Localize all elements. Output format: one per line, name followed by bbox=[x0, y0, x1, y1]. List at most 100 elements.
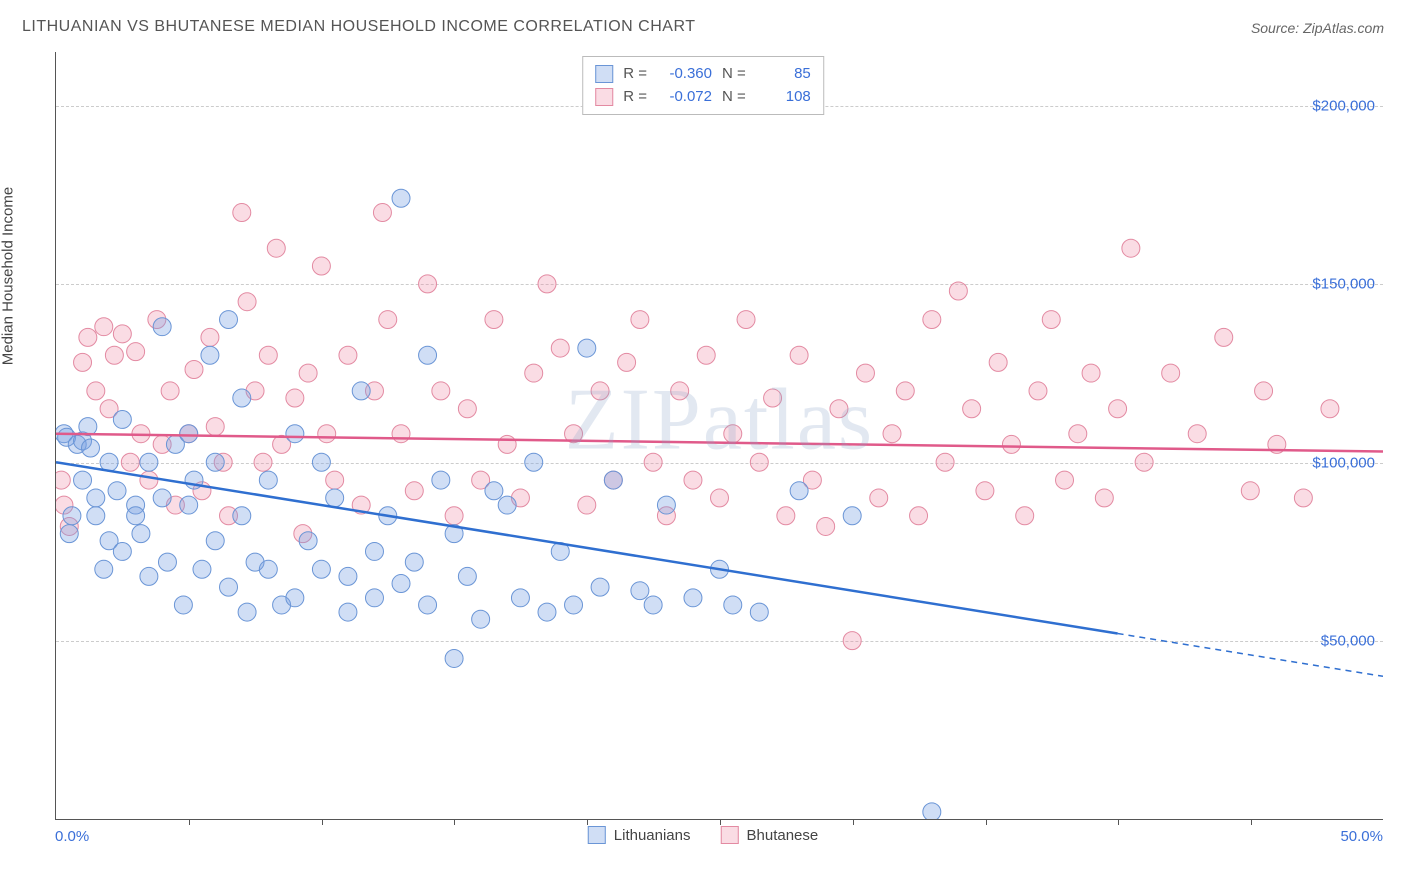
data-point-a bbox=[684, 589, 702, 607]
data-point-b bbox=[631, 311, 649, 329]
x-tick bbox=[189, 819, 190, 825]
data-point-a bbox=[352, 382, 370, 400]
data-point-b bbox=[1016, 507, 1034, 525]
data-point-a bbox=[578, 339, 596, 357]
stats-r-label-b: R = bbox=[623, 86, 647, 109]
data-point-a bbox=[87, 507, 105, 525]
data-point-b bbox=[206, 418, 224, 436]
data-point-b bbox=[949, 282, 967, 300]
y-axis-label: Median Household Income bbox=[0, 187, 17, 365]
data-point-a bbox=[60, 525, 78, 543]
data-point-a bbox=[339, 567, 357, 585]
data-point-a bbox=[158, 553, 176, 571]
data-point-a bbox=[299, 532, 317, 550]
data-point-a bbox=[95, 560, 113, 578]
x-tick bbox=[322, 819, 323, 825]
legend-swatch-a bbox=[588, 826, 606, 844]
data-point-a bbox=[220, 578, 238, 596]
stats-n-label-b: N = bbox=[722, 86, 746, 109]
data-point-a bbox=[63, 507, 81, 525]
data-point-b bbox=[259, 346, 277, 364]
scatter-svg bbox=[56, 52, 1383, 819]
data-point-a bbox=[193, 560, 211, 578]
trend-line-b bbox=[56, 434, 1383, 452]
data-point-a bbox=[604, 471, 622, 489]
data-point-a bbox=[113, 410, 131, 428]
data-point-a bbox=[631, 582, 649, 600]
stats-n-value-a: 85 bbox=[756, 63, 811, 86]
data-point-b bbox=[591, 382, 609, 400]
plot-area: ZIPatlas $50,000$100,000$150,000$200,000 bbox=[55, 52, 1383, 820]
stats-row-b: R = -0.072 N = 108 bbox=[595, 86, 811, 109]
data-point-b bbox=[737, 311, 755, 329]
data-point-b bbox=[1122, 239, 1140, 257]
data-point-a bbox=[233, 507, 251, 525]
data-point-b bbox=[105, 346, 123, 364]
data-point-a bbox=[108, 482, 126, 500]
data-point-a bbox=[843, 507, 861, 525]
data-point-b bbox=[379, 311, 397, 329]
data-point-b bbox=[697, 346, 715, 364]
data-point-a bbox=[140, 567, 158, 585]
data-point-b bbox=[790, 346, 808, 364]
data-point-a bbox=[286, 425, 304, 443]
data-point-b bbox=[485, 311, 503, 329]
data-point-b bbox=[238, 293, 256, 311]
data-point-b bbox=[1095, 489, 1113, 507]
data-point-b bbox=[976, 482, 994, 500]
data-point-a bbox=[565, 596, 583, 614]
trend-line-a-extrapolated bbox=[1118, 633, 1383, 676]
data-point-b bbox=[161, 382, 179, 400]
stats-r-value-b: -0.072 bbox=[657, 86, 712, 109]
data-point-a bbox=[220, 311, 238, 329]
legend-label-b: Bhutanese bbox=[747, 827, 819, 844]
data-point-a bbox=[153, 489, 171, 507]
data-point-b bbox=[419, 275, 437, 293]
data-point-b bbox=[405, 482, 423, 500]
data-point-a bbox=[312, 560, 330, 578]
data-point-a bbox=[74, 471, 92, 489]
data-point-b bbox=[286, 389, 304, 407]
data-point-b bbox=[1135, 453, 1153, 471]
data-point-a bbox=[113, 542, 131, 560]
x-axis-min-label: 0.0% bbox=[55, 828, 89, 845]
stats-r-value-a: -0.360 bbox=[657, 63, 712, 86]
data-point-b bbox=[1188, 425, 1206, 443]
data-point-a bbox=[790, 482, 808, 500]
data-point-a bbox=[458, 567, 476, 585]
legend-swatch-b bbox=[721, 826, 739, 844]
data-point-b bbox=[299, 364, 317, 382]
data-point-b bbox=[267, 239, 285, 257]
chart-title: LITHUANIAN VS BHUTANESE MEDIAN HOUSEHOLD… bbox=[22, 18, 695, 36]
data-point-b bbox=[127, 343, 145, 361]
data-point-b bbox=[1255, 382, 1273, 400]
data-point-a bbox=[180, 425, 198, 443]
stats-n-value-b: 108 bbox=[756, 86, 811, 109]
data-point-b bbox=[963, 400, 981, 418]
data-point-b bbox=[95, 318, 113, 336]
data-point-b bbox=[883, 425, 901, 443]
data-point-a bbox=[419, 596, 437, 614]
data-point-a bbox=[238, 603, 256, 621]
x-tick bbox=[1251, 819, 1252, 825]
correlation-stats-box: R = -0.360 N = 85 R = -0.072 N = 108 bbox=[582, 56, 824, 115]
legend-item-a: Lithuanians bbox=[588, 826, 691, 844]
data-point-b bbox=[1069, 425, 1087, 443]
data-point-a bbox=[259, 471, 277, 489]
legend-label-a: Lithuanians bbox=[614, 827, 691, 844]
data-point-b bbox=[817, 517, 835, 535]
data-point-b bbox=[538, 275, 556, 293]
data-point-b bbox=[201, 328, 219, 346]
data-point-b bbox=[79, 328, 97, 346]
data-point-a bbox=[206, 453, 224, 471]
data-point-b bbox=[87, 382, 105, 400]
data-point-a bbox=[326, 489, 344, 507]
data-point-a bbox=[312, 453, 330, 471]
x-tick bbox=[986, 819, 987, 825]
data-point-a bbox=[525, 453, 543, 471]
x-tick bbox=[454, 819, 455, 825]
stats-swatch-b bbox=[595, 88, 613, 106]
data-point-b bbox=[764, 389, 782, 407]
data-point-a bbox=[538, 603, 556, 621]
data-point-a bbox=[153, 318, 171, 336]
